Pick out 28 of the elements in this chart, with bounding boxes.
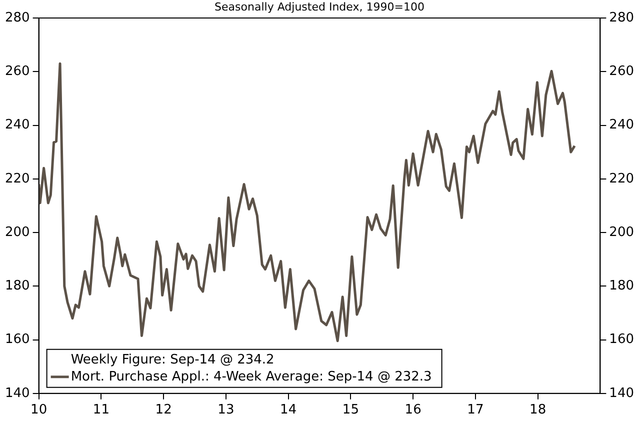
y-tick-label: 220 — [4, 171, 30, 186]
y-tick-label: 140 — [4, 386, 30, 401]
y2-tick-label: 280 — [609, 10, 634, 26]
y2-tick-label: 140 — [609, 386, 634, 401]
y-tick-label: 200 — [4, 224, 30, 240]
y2-tick-label: 220 — [609, 171, 634, 186]
y-tick-label: 240 — [4, 118, 30, 133]
y2-tick-label: 200 — [609, 224, 634, 240]
y-tick-label: 260 — [4, 64, 30, 80]
y-tick-label: 160 — [4, 332, 30, 348]
x-tick-label: 13 — [218, 402, 234, 418]
x-tick-label: 15 — [342, 402, 359, 418]
y2-tick-label: 180 — [609, 278, 634, 294]
y2-tick-label: 260 — [609, 64, 634, 80]
y-tick-label: 180 — [4, 278, 30, 294]
x-tick-label: 12 — [155, 402, 172, 418]
x-tick-label: 17 — [467, 402, 484, 418]
y2-tick-label: 160 — [609, 332, 634, 348]
y2-tick-label: 240 — [609, 118, 634, 133]
x-tick-label: 16 — [404, 402, 422, 418]
legend-label: Mort. Purchase Appl.: 4-Week Average: Sep-14 @ 232.3 — [70, 369, 432, 384]
x-tick-label: 14 — [280, 402, 297, 418]
x-tick-label: 11 — [92, 402, 110, 418]
annotation: Weekly Figure: Sep-14 @ 234.2 — [70, 352, 274, 368]
x-tick-label: 18 — [530, 402, 546, 418]
y-tick-label: 280 — [4, 10, 30, 26]
x-tick-label: 10 — [30, 402, 48, 418]
chart-title: Seasonally Adjusted Index, 1990=100 — [214, 0, 424, 14]
